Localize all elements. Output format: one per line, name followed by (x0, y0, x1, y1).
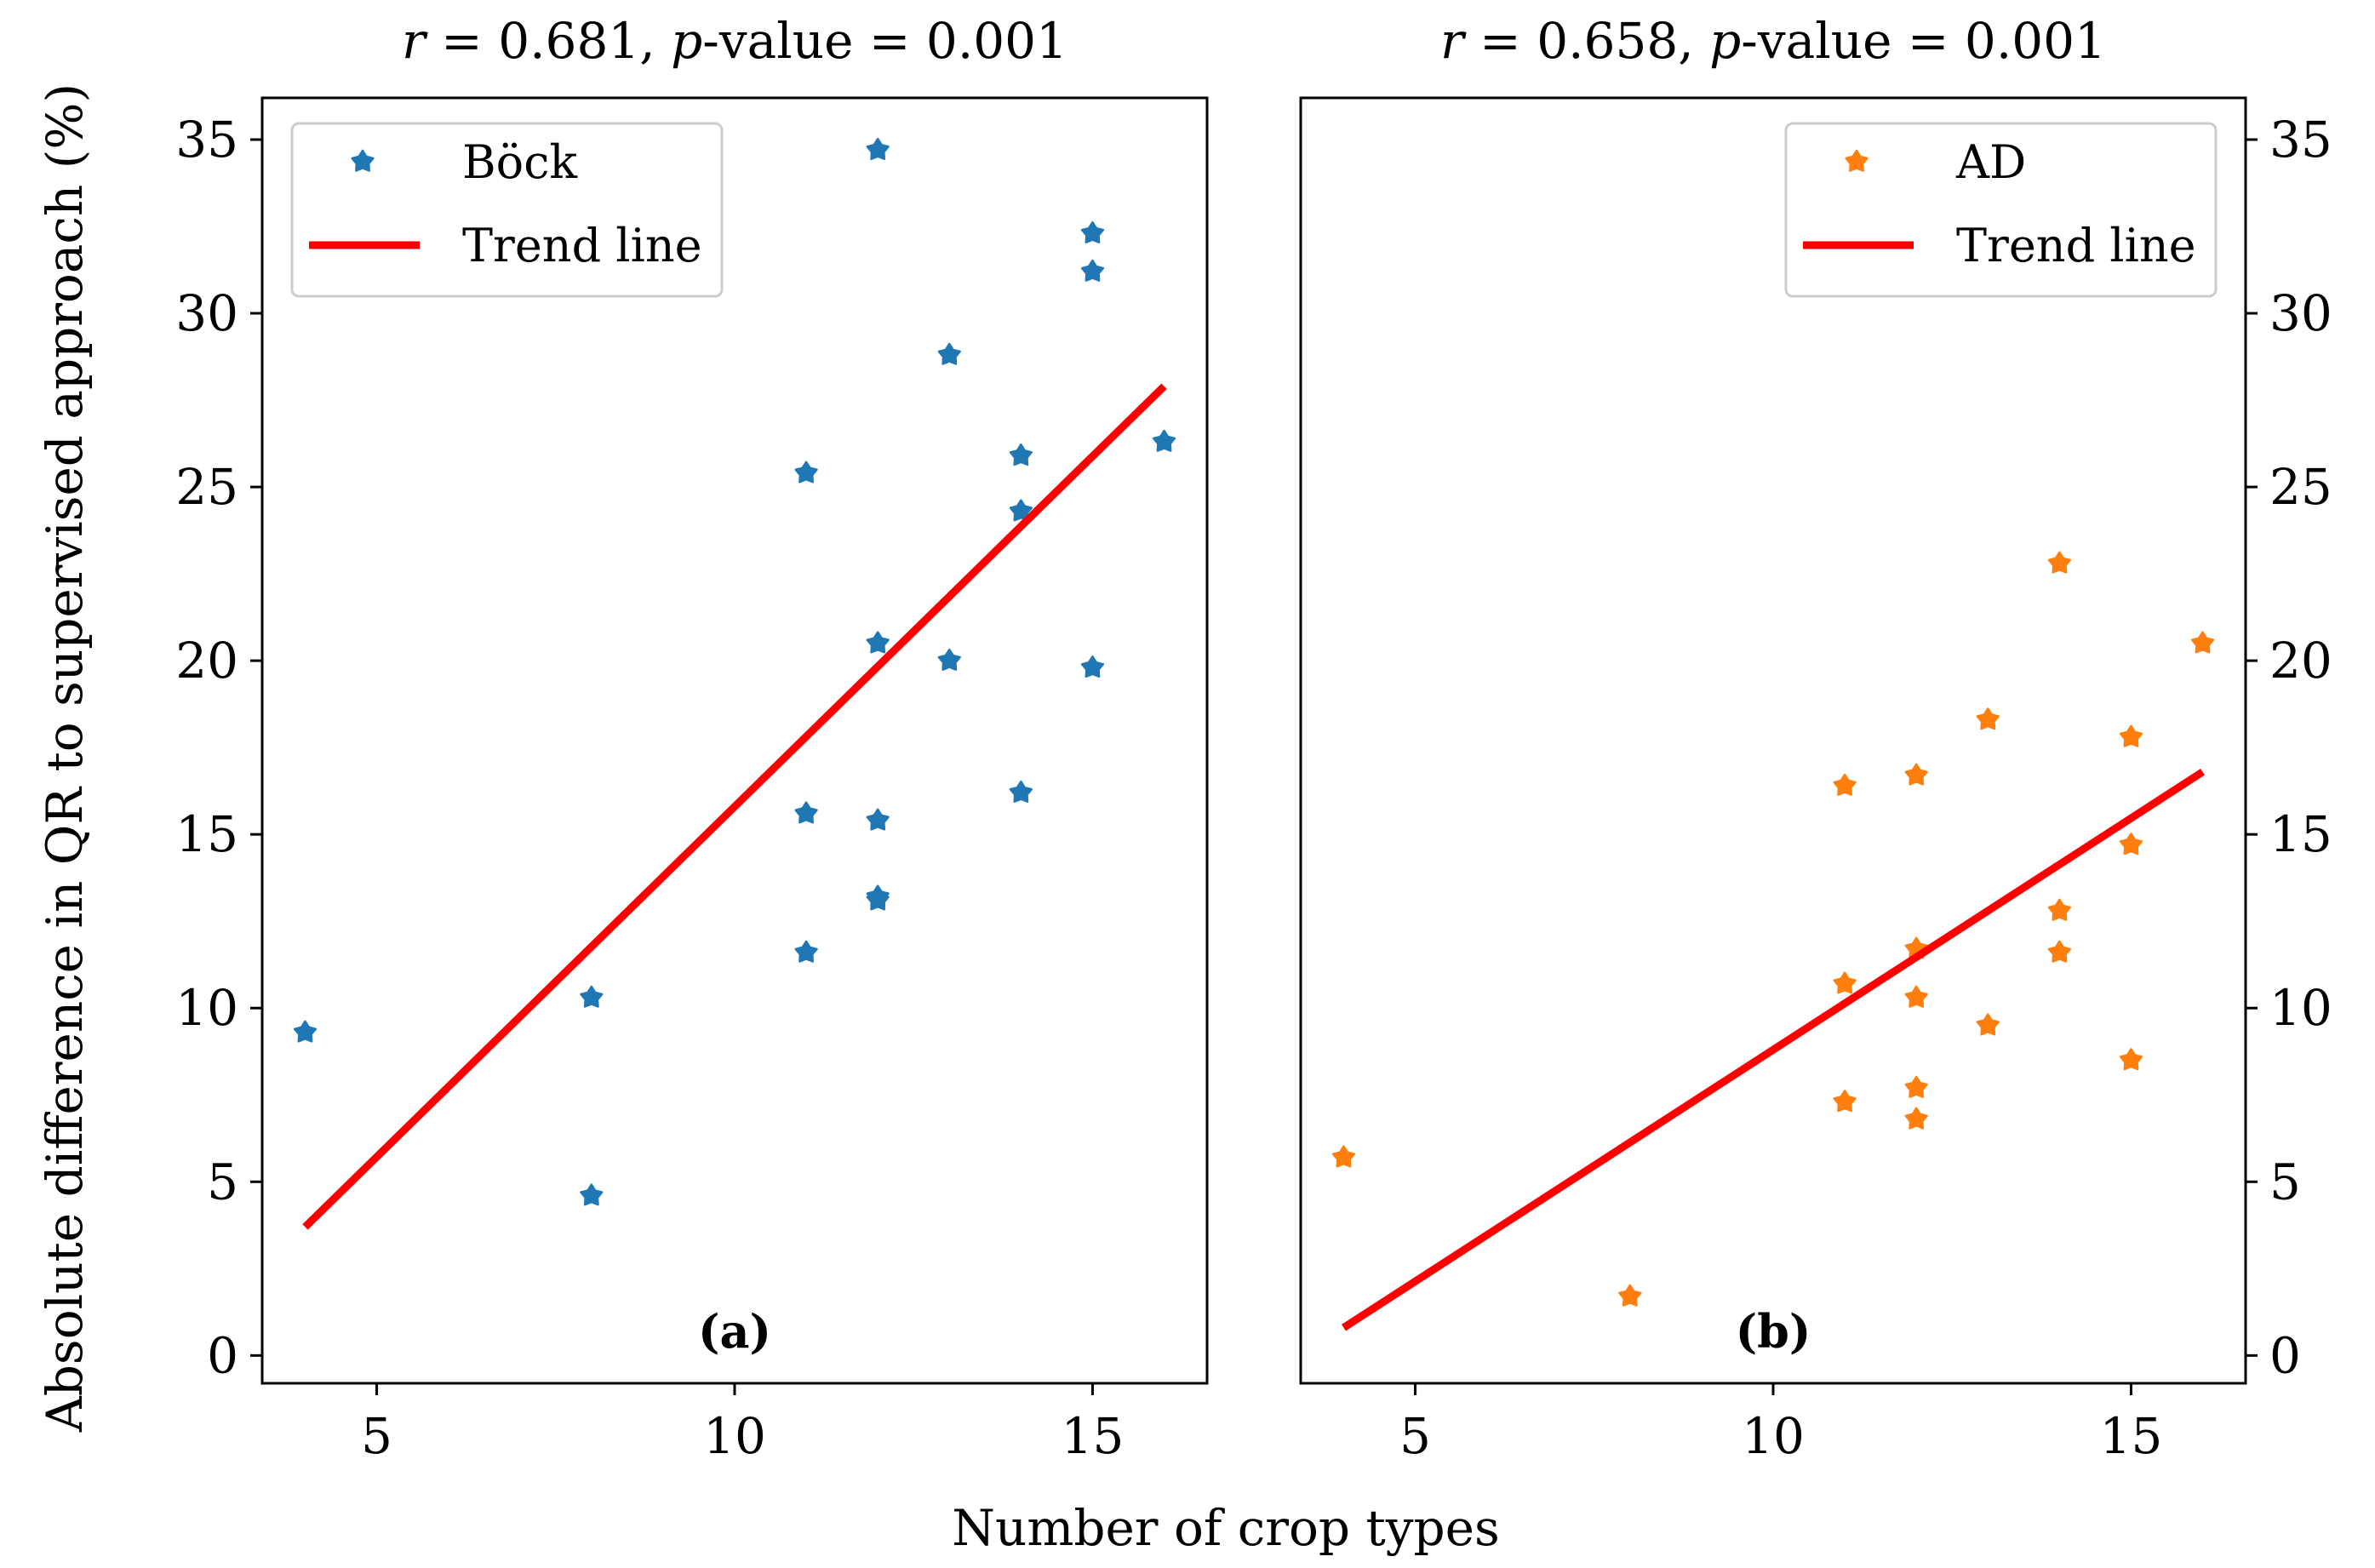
y-tick-label: 35 (175, 111, 238, 169)
title-p-symbol: p (671, 12, 702, 70)
data-point (1904, 1107, 1928, 1130)
plot-title: r = 0.681, p-value = 0.001 (402, 12, 1067, 70)
data-point (866, 137, 890, 160)
data-point (2119, 833, 2143, 856)
legend-label: AD (1955, 135, 2026, 189)
plot-title: r = 0.658, p-value = 0.001 (1440, 12, 2106, 70)
panel-label: (a) (698, 1304, 771, 1359)
legend-marker (1845, 149, 1869, 172)
data-point (1009, 780, 1033, 803)
data-point (1904, 1075, 1928, 1098)
y-tick-label: 35 (2269, 111, 2332, 169)
y-axis-title: Absolute difference in QR to supervised … (36, 83, 94, 1433)
legend-frame (1784, 122, 2218, 298)
legend: Böck Trend line (290, 122, 724, 298)
trend-line (1342, 768, 2205, 1331)
legend-label: Trend line (462, 219, 702, 272)
y-tick-label: 15 (2269, 805, 2332, 863)
data-point (1618, 1284, 1642, 1307)
data-point (1009, 499, 1033, 522)
title-r-value: = 0.658, (1464, 12, 1709, 70)
x-tick-label: 5 (361, 1407, 392, 1465)
title-r-value: = 0.681, (426, 12, 671, 70)
data-point (580, 1183, 604, 1206)
y-tick-label: 20 (2269, 632, 2332, 690)
panel-a: r = 0.681, p-value = 0.001 5 10 15 0 5 10 15 20 2… (175, 12, 1209, 1465)
x-tick-label: 10 (1742, 1407, 1805, 1465)
data-point (1009, 444, 1033, 466)
data-point (794, 940, 818, 963)
y-tick-label: 15 (175, 805, 238, 863)
x-tick-label: 15 (2100, 1407, 2163, 1465)
data-point (937, 648, 961, 671)
legend-frame (290, 122, 724, 298)
y-tick-label: 30 (2269, 284, 2332, 342)
legend: AD Trend line (1784, 122, 2218, 298)
y-tick-label: 10 (2269, 979, 2332, 1037)
data-point (937, 342, 961, 365)
data-point (580, 985, 604, 1008)
title-r-symbol: r (1440, 12, 1467, 70)
data-point (794, 461, 818, 484)
data-point (293, 1020, 318, 1043)
title-p-symbol: p (1709, 12, 1741, 70)
data-point (1080, 259, 1105, 282)
y-tick-label: 5 (2269, 1153, 2301, 1210)
data-point (1833, 773, 1857, 796)
legend-label: Böck (462, 135, 578, 189)
data-point (2047, 940, 2071, 963)
y-tick-label: 25 (2269, 458, 2332, 516)
data-point (1152, 429, 1176, 452)
y-tick-label: 20 (175, 632, 238, 690)
y-tick-label: 5 (207, 1153, 238, 1210)
x-tick-label: 15 (1062, 1407, 1125, 1465)
data-point (1904, 763, 1928, 786)
data-point (866, 888, 890, 911)
y-tick-label: 0 (2269, 1326, 2301, 1384)
legend-marker (351, 149, 375, 172)
data-point (866, 631, 890, 654)
data-point (2119, 1048, 2143, 1071)
data-point (2190, 631, 2215, 654)
x-tick-label: 10 (703, 1407, 766, 1465)
data-point (1833, 971, 1857, 994)
data-point (1976, 707, 2000, 730)
trend-line (302, 383, 1167, 1230)
x-axis-title: Number of crop types (952, 1499, 1500, 1557)
y-tick-label: 30 (175, 284, 238, 342)
y-tick-label: 10 (175, 979, 238, 1037)
data-point (2047, 551, 2071, 574)
data-point (1080, 655, 1105, 678)
data-point (1080, 220, 1105, 243)
y-tick-label: 0 (207, 1326, 238, 1384)
legend-label: Trend line (1956, 219, 2196, 272)
panel-b: r = 0.658, p-value = 0.001 5 10 15 0 5 10 15 20 2… (1299, 12, 2332, 1465)
panel-label: (b) (1736, 1304, 1811, 1359)
data-point (2119, 724, 2143, 747)
title-r-symbol: r (402, 12, 428, 70)
data-point (1331, 1145, 1356, 1168)
data-point (866, 808, 890, 831)
title-p-value: -value = 0.001 (1741, 12, 2106, 70)
data-point (2047, 898, 2071, 921)
y-tick-label: 25 (175, 458, 238, 516)
data-point (1833, 1090, 1857, 1113)
title-p-value: -value = 0.001 (702, 12, 1067, 70)
data-point (1976, 1013, 2000, 1036)
data-point (794, 801, 818, 824)
data-point (1904, 985, 1928, 1008)
x-tick-label: 5 (1399, 1407, 1431, 1465)
